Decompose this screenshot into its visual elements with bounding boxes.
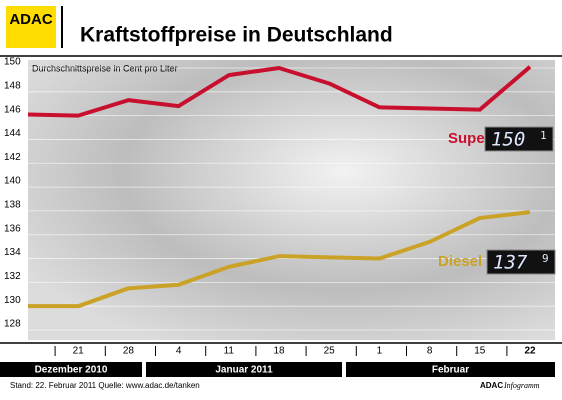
month-label: Dezember 2010 — [35, 365, 108, 376]
legend-label: Super — [448, 130, 491, 147]
x-tick-label: 18 — [273, 346, 285, 357]
x-tick-label: 15 — [474, 346, 486, 357]
month-label: Januar 2011 — [215, 365, 273, 376]
x-tick-label: 8 — [427, 346, 433, 357]
price-display-main: 150 — [491, 129, 525, 151]
price-display-decimal: 9 — [542, 252, 549, 265]
footer-product: Infogramm — [503, 381, 540, 390]
y-tick-label: 140 — [4, 176, 21, 187]
x-tick-label: 22 — [524, 346, 536, 357]
price-display-decimal: 1 — [540, 129, 547, 142]
x-tick-label: 1 — [377, 346, 383, 357]
month-band — [146, 362, 342, 377]
month-band — [0, 362, 142, 377]
price-display-main: 137 — [493, 252, 528, 274]
legend-label: Diesel — [438, 253, 482, 270]
y-tick-label: 144 — [4, 128, 21, 139]
logo: ADAC — [9, 11, 52, 28]
logo-box — [6, 6, 56, 48]
x-tick-label: 25 — [324, 346, 336, 357]
price-display — [484, 126, 554, 152]
x-tick-label: 11 — [224, 346, 235, 357]
footer-brand: ADAC — [480, 381, 503, 390]
x-tick-label: 4 — [176, 346, 182, 357]
footer-source: Stand: 22. Februar 2011 Quelle: www.adac… — [10, 381, 200, 390]
y-tick-label: 138 — [4, 200, 21, 211]
series-line — [28, 210, 531, 309]
x-tick-label: 28 — [123, 346, 135, 357]
series-line — [27, 65, 532, 118]
y-tick-label: 142 — [4, 152, 21, 163]
price-display — [486, 249, 556, 275]
month-band — [346, 362, 555, 377]
y-tick-label: 132 — [4, 271, 21, 282]
y-tick-label: 128 — [4, 319, 21, 330]
x-tick-label: 21 — [73, 346, 85, 357]
y-tick-label: 130 — [4, 295, 21, 306]
chart-title: Kraftstoffpreise in Deutschland — [80, 24, 393, 47]
y-tick-label: 136 — [4, 223, 21, 234]
y-tick-label: 134 — [4, 247, 21, 258]
y-tick-label: 146 — [4, 104, 21, 115]
y-tick-label: 150 — [4, 57, 21, 68]
month-label: Februar — [432, 365, 469, 376]
y-tick-label: 148 — [4, 80, 21, 91]
